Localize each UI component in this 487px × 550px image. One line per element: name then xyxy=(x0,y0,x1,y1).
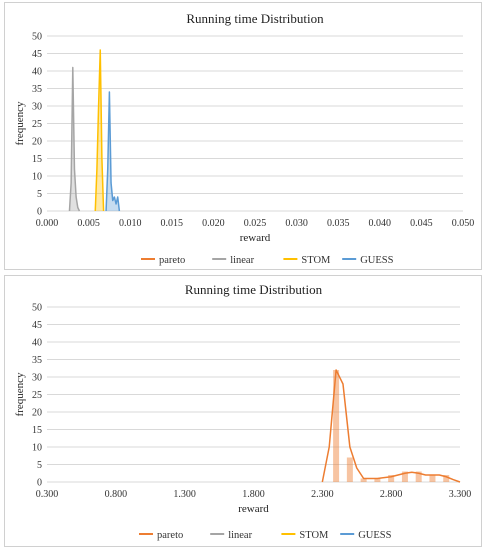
x-tick-label: 0.800 xyxy=(105,489,128,500)
x-tick-label: 1.300 xyxy=(173,489,196,500)
legend-label-linear: linear xyxy=(228,530,252,541)
line-STOM xyxy=(94,49,105,212)
legend-label-STOM: STOM xyxy=(301,255,331,266)
legend-label-linear: linear xyxy=(230,255,254,266)
line-GUESS xyxy=(105,91,121,212)
x-tick-label: 0.300 xyxy=(36,489,59,500)
x-tick-label: 0.020 xyxy=(202,218,225,229)
chart-title: Running time Distribution xyxy=(186,11,324,26)
line-pareto xyxy=(321,369,461,483)
x-tick-label: 0.030 xyxy=(285,218,308,229)
x-axis-label: reward xyxy=(240,232,271,244)
bar-pareto xyxy=(346,457,353,482)
y-tick-label: 20 xyxy=(32,137,42,148)
y-axis-label: frequency xyxy=(14,101,26,145)
y-tick-label: 30 xyxy=(32,102,42,113)
bar-pareto xyxy=(374,478,381,482)
y-tick-label: 35 xyxy=(32,84,42,95)
y-tick-label: 5 xyxy=(37,189,42,200)
y-tick-label: 0 xyxy=(37,478,42,489)
y-tick-label: 45 xyxy=(32,320,42,331)
chart-panel-bottom: Running time Distribution 0 5 10 15 20 25 30 35 4… xyxy=(4,275,482,547)
bar-pareto xyxy=(443,475,450,482)
bar-pareto xyxy=(333,370,340,482)
x-axis-label: reward xyxy=(238,503,269,515)
x-tick-label: 2.300 xyxy=(311,489,334,500)
y-tick-label: 50 xyxy=(32,303,42,314)
y-tick-label: 15 xyxy=(32,154,42,165)
x-tick-label: 0.040 xyxy=(369,218,392,229)
chart-panel-top: Running time Distribution 0 5 10 15 20 25 30 35 4… xyxy=(4,2,482,270)
bar-pareto xyxy=(388,475,395,482)
y-tick-label: 25 xyxy=(32,119,42,130)
y-tick-label: 10 xyxy=(32,172,42,183)
x-tick-label: 1.800 xyxy=(242,489,265,500)
bar-pareto xyxy=(360,478,367,482)
legend-label-GUESS: GUESS xyxy=(360,255,393,266)
legend-label-GUESS: GUESS xyxy=(358,530,391,541)
y-tick-label: 35 xyxy=(32,355,42,366)
y-tick-label: 50 xyxy=(32,32,42,43)
x-tick-label: 0.005 xyxy=(77,218,100,229)
y-tick-label: 10 xyxy=(32,443,42,454)
line-linear xyxy=(68,66,81,212)
legend-label-pareto: pareto xyxy=(159,255,185,266)
x-tick-label: 0.010 xyxy=(119,218,142,229)
y-tick-label: 30 xyxy=(32,373,42,384)
chart-bottom: Running time Distribution 0 5 10 15 20 25 30 35 4… xyxy=(14,282,472,541)
legend-label-pareto: pareto xyxy=(157,530,183,541)
legend-label-STOM: STOM xyxy=(299,530,329,541)
x-tick-label: 0.015 xyxy=(161,218,184,229)
x-tick-label: 0.050 xyxy=(452,218,475,229)
bar-pareto xyxy=(415,471,422,482)
y-tick-label: 45 xyxy=(32,49,42,60)
x-tick-label: 0.045 xyxy=(410,218,433,229)
x-tick-label: 0.000 xyxy=(36,218,59,229)
y-tick-label: 40 xyxy=(32,338,42,349)
y-tick-label: 20 xyxy=(32,408,42,419)
x-tick-label: 0.035 xyxy=(327,218,350,229)
y-tick-label: 40 xyxy=(32,67,42,78)
chart-title: Running time Distribution xyxy=(185,282,323,297)
x-tick-label: 0.025 xyxy=(244,218,267,229)
y-tick-label: 15 xyxy=(32,425,42,436)
y-tick-label: 5 xyxy=(37,460,42,471)
y-tick-label: 25 xyxy=(32,390,42,401)
y-tick-label: 0 xyxy=(37,207,42,218)
bar-pareto xyxy=(401,471,408,482)
chart-top: Running time Distribution 0 5 10 15 20 25 30 35 4… xyxy=(14,11,475,266)
y-axis-label: frequency xyxy=(14,372,26,416)
bar-pareto xyxy=(429,475,436,482)
x-tick-label: 2.800 xyxy=(380,489,403,500)
x-tick-label: 3.300 xyxy=(449,489,472,500)
